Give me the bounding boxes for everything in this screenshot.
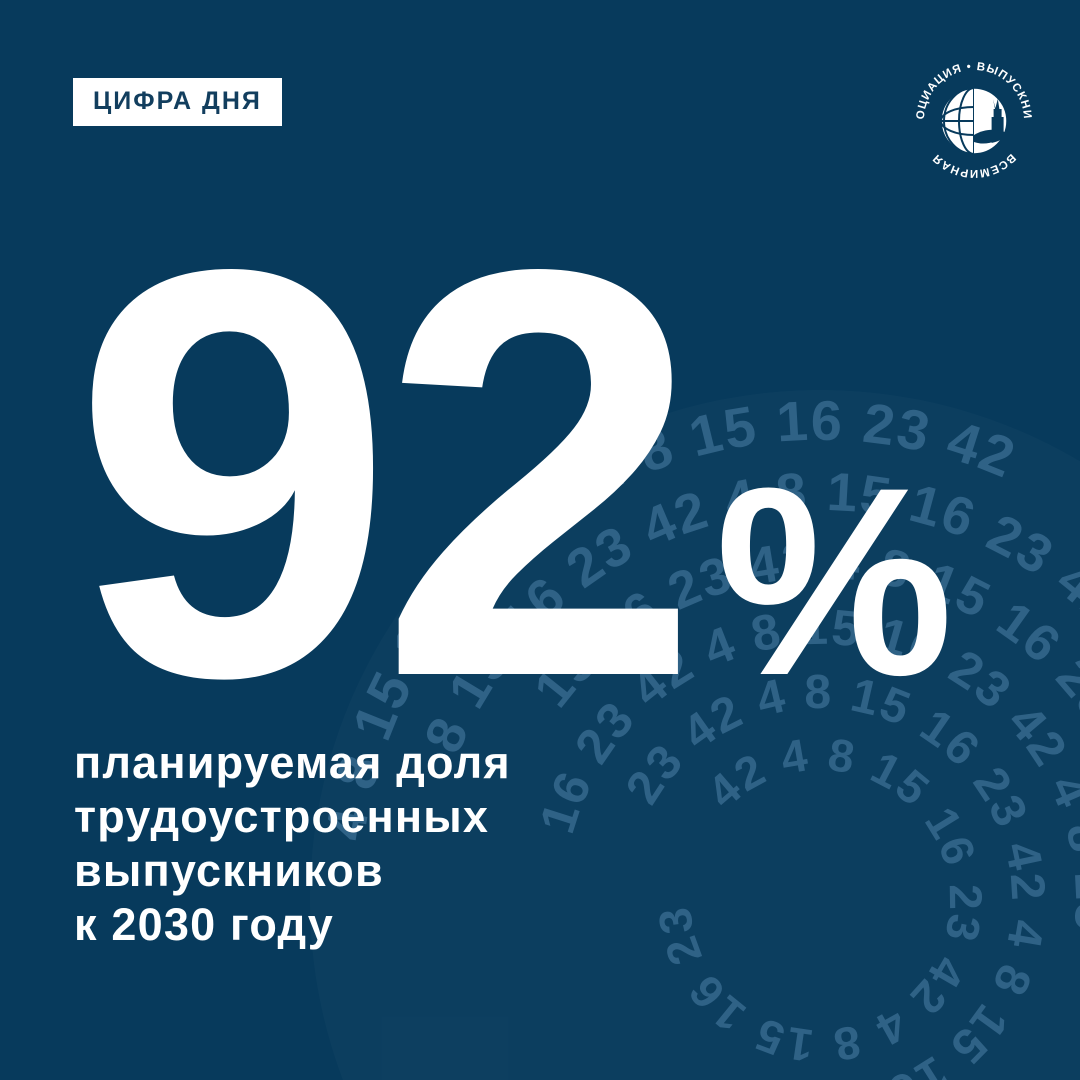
logo-ring-text-bottom: ВСЕМИРНАЯ xyxy=(930,151,1017,179)
figure-unit: % xyxy=(715,431,953,731)
figure-value: 92 xyxy=(72,149,701,797)
logo-emblem-icon: АССОЦИАЦИЯ • ВЫПУСКНИКОВ ВСЕМИРНАЯ xyxy=(911,57,1032,179)
caption-line-4: к 2030 году xyxy=(74,899,335,950)
caption-block: планируемая доля трудоустроенных выпускн… xyxy=(74,736,714,952)
caption-line-3: выпускников xyxy=(74,845,384,896)
caption-line-1: планируемая доля xyxy=(74,737,511,788)
hero-figure: 92 % xyxy=(72,149,1062,797)
association-logo: АССОЦИАЦИЯ • ВЫПУСКНИКОВ ВСЕМИРНАЯ xyxy=(911,57,1037,183)
badge-label: ЦИФРА ДНЯ xyxy=(93,87,262,115)
badge-cifra-dnya: ЦИФРА ДНЯ xyxy=(73,78,282,126)
caption-line-2: трудоустроенных xyxy=(74,791,490,842)
globe-icon xyxy=(940,87,1008,155)
